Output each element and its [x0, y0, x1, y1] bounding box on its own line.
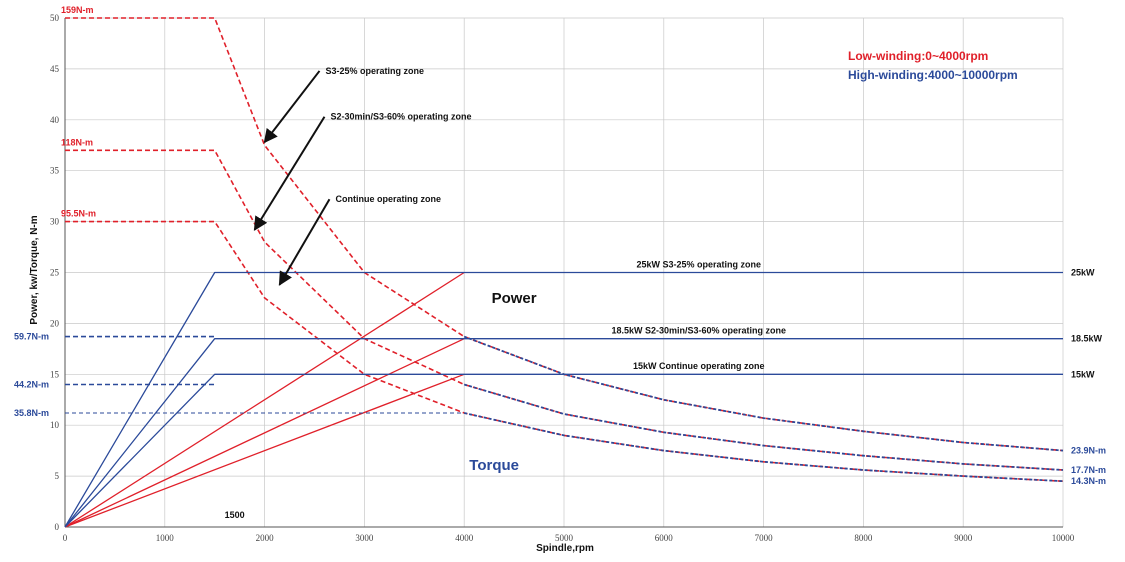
- y-tick-label: 50: [50, 13, 60, 23]
- x-tick-label: 8000: [854, 533, 873, 543]
- annotation-3-59-7n-m: 59.7N-m: [14, 332, 49, 342]
- arrow-1: [255, 117, 325, 230]
- annotation-4-44-2n-m: 44.2N-m: [14, 379, 49, 389]
- y-tick-label: 35: [50, 166, 60, 176]
- annotation-16-torque: Torque: [469, 457, 519, 474]
- x-tick-label: 6000: [655, 533, 674, 543]
- x-tick-labels: 0 1000 2000 3000 4000 5000 6000 7000 8000 9000 100…: [63, 533, 1075, 543]
- annotation-17-1500: 1500: [225, 510, 245, 520]
- arrow-label-0: S3-25% operating zone: [325, 66, 424, 76]
- x-tick-label: 7000: [755, 533, 774, 543]
- x-tick-label: 10000: [1052, 533, 1075, 543]
- y-axis-label: Power, kw/Torque, N-m: [29, 215, 40, 324]
- annotation-10-17-7n-m: 17.7N-m: [1071, 465, 1106, 475]
- arrow-0: [265, 71, 320, 142]
- annotation-0-159n-m: 159N-m: [61, 5, 94, 15]
- y-tick-label: 30: [50, 217, 60, 227]
- x-tick-label: 9000: [954, 533, 973, 543]
- x-tick-label: 0: [63, 533, 68, 543]
- annotation-2-95-5n-m: 95.5N-m: [61, 209, 96, 219]
- x-tick-label: 4000: [455, 533, 474, 543]
- y-tick-label: 20: [50, 318, 60, 328]
- x-tick-label: 2000: [256, 533, 275, 543]
- annotation-12-25kw-s3-25-operating-zone: 25kW S3-25% operating zone: [636, 259, 761, 269]
- arrow-label-2: Continue operating zone: [335, 194, 441, 204]
- annotation-15-power: Power: [492, 290, 537, 307]
- x-tick-label: 5000: [555, 533, 574, 543]
- x-tick-label: 3000: [355, 533, 374, 543]
- legend: Low-winding:0~4000rpm High-winding:4000~1…: [848, 49, 1018, 82]
- annotations: 159N-m 118N-m 95.5N-m 59.7N-m 44.2N-m 35.8N-m…: [14, 5, 1106, 520]
- legend-entry-1: High-winding:4000~10000rpm: [848, 68, 1018, 82]
- arrow-label-1: S2-30min/S3-60% operating zone: [330, 112, 471, 122]
- annotation-7-18-5kw: 18.5kW: [1071, 334, 1103, 344]
- y-tick-label: 25: [50, 268, 60, 278]
- y-tick-label: 40: [50, 115, 60, 125]
- y-tick-labels: 0 5 10 15 20 25 30 35 40 45 50: [50, 13, 60, 532]
- annotation-1-118n-m: 118N-m: [61, 137, 93, 147]
- annotation-6-25kw: 25kW: [1071, 268, 1095, 278]
- y-tick-label: 45: [50, 64, 60, 74]
- annotation-5-35-8n-m: 35.8N-m: [14, 408, 49, 418]
- x-axis-label: Spindle,rpm: [536, 543, 594, 554]
- arrow-annotations: S3-25% operating zone S2-30min/S3-60% ope…: [255, 66, 472, 285]
- annotation-14-15kw-continue-operating-zone: 15kW Continue operating zone: [633, 361, 765, 371]
- annotation-13-18-5kw-s2-30min-s3-60-operating-zone: 18.5kW S2-30min/S3-60% operating zone: [611, 326, 786, 336]
- y-tick-label: 15: [50, 369, 60, 379]
- y-tick-label: 5: [55, 471, 60, 481]
- y-tick-label: 0: [55, 522, 60, 532]
- annotation-11-14-3n-m: 14.3N-m: [1071, 476, 1106, 486]
- annotation-8-15kw: 15kW: [1071, 369, 1095, 379]
- annotation-9-23-9n-m: 23.9N-m: [1071, 446, 1106, 456]
- y-tick-label: 10: [50, 420, 60, 430]
- x-tick-label: 1000: [156, 533, 175, 543]
- legend-entry-0: Low-winding:0~4000rpm: [848, 49, 988, 63]
